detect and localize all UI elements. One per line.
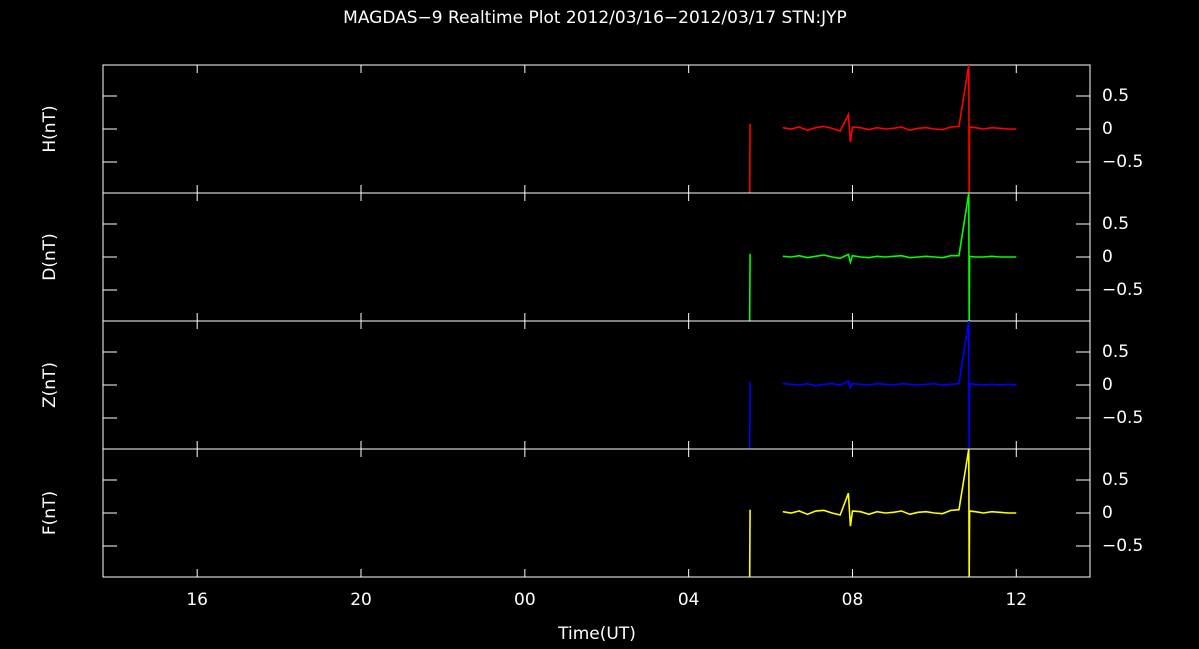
y-tick-label: −0.5 [1102,408,1143,428]
chart-title: MAGDAS−9 Realtime Plot 2012/03/16−2012/0… [343,8,847,28]
y-tick-label: 0.5 [1102,86,1129,106]
y-tick-label: 0.5 [1102,342,1129,362]
data-line [748,193,1017,321]
data-line [748,321,1017,449]
y-tick-label: 0.5 [1102,470,1129,490]
x-tick-label: 04 [678,590,700,610]
data-line [748,65,1017,193]
x-tick-label: 00 [514,590,536,610]
y-tick-label: −0.5 [1102,152,1143,172]
x-tick-label: 12 [1005,590,1027,610]
y-axis-label: H(nT) [40,105,60,152]
y-axis-label: Z(nT) [40,362,60,408]
y-tick-label: 0 [1102,503,1113,523]
y-tick-label: 0.5 [1102,214,1129,234]
y-tick-label: 0 [1102,375,1113,395]
y-tick-label: −0.5 [1102,536,1143,556]
x-tick-label: 16 [186,590,208,610]
y-tick-label: 0 [1102,119,1113,139]
x-axis-label: Time(UT) [557,624,636,644]
y-tick-label: −0.5 [1102,280,1143,300]
x-tick-label: 20 [350,590,372,610]
y-tick-label: 0 [1102,247,1113,267]
y-axis-label: F(nT) [40,491,60,535]
y-axis-label: D(nT) [40,233,60,281]
x-tick-label: 08 [842,590,864,610]
data-line [748,449,1017,577]
